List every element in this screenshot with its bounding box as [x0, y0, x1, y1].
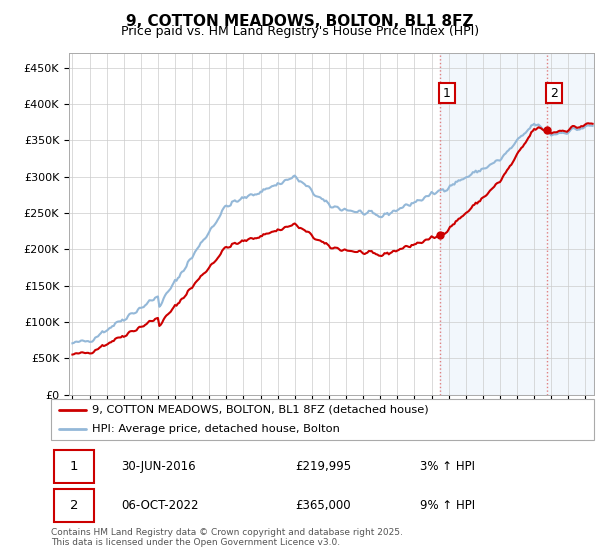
- Text: 1: 1: [443, 87, 451, 100]
- Text: 3% ↑ HPI: 3% ↑ HPI: [420, 460, 475, 473]
- Text: 30-JUN-2016: 30-JUN-2016: [122, 460, 196, 473]
- FancyBboxPatch shape: [54, 450, 94, 483]
- Text: Contains HM Land Registry data © Crown copyright and database right 2025.
This d: Contains HM Land Registry data © Crown c…: [51, 528, 403, 547]
- Text: 9, COTTON MEADOWS, BOLTON, BL1 8FZ (detached house): 9, COTTON MEADOWS, BOLTON, BL1 8FZ (deta…: [92, 405, 428, 415]
- Text: 9, COTTON MEADOWS, BOLTON, BL1 8FZ: 9, COTTON MEADOWS, BOLTON, BL1 8FZ: [126, 14, 474, 29]
- Text: Price paid vs. HM Land Registry's House Price Index (HPI): Price paid vs. HM Land Registry's House …: [121, 25, 479, 38]
- Text: 1: 1: [70, 460, 78, 473]
- Text: 2: 2: [70, 499, 78, 512]
- Text: 06-OCT-2022: 06-OCT-2022: [122, 499, 199, 512]
- Text: 2: 2: [550, 87, 558, 100]
- Text: £365,000: £365,000: [295, 499, 351, 512]
- Text: HPI: Average price, detached house, Bolton: HPI: Average price, detached house, Bolt…: [92, 424, 340, 434]
- Text: £219,995: £219,995: [295, 460, 352, 473]
- FancyBboxPatch shape: [51, 399, 594, 440]
- FancyBboxPatch shape: [54, 489, 94, 522]
- Bar: [440, 53, 594, 395]
- Text: 9% ↑ HPI: 9% ↑ HPI: [420, 499, 475, 512]
